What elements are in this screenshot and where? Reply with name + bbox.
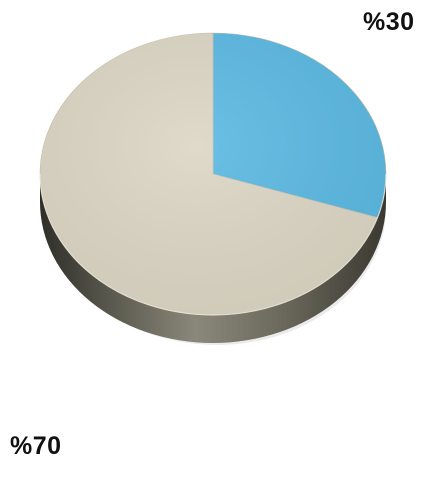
pie-top-shading bbox=[40, 33, 386, 315]
pie-side bbox=[40, 174, 386, 343]
slice-label-30: %30 bbox=[363, 8, 415, 36]
pie-group bbox=[39, 32, 387, 345]
pie-rim bbox=[39, 173, 387, 316]
slice-label-70: %70 bbox=[10, 432, 62, 460]
